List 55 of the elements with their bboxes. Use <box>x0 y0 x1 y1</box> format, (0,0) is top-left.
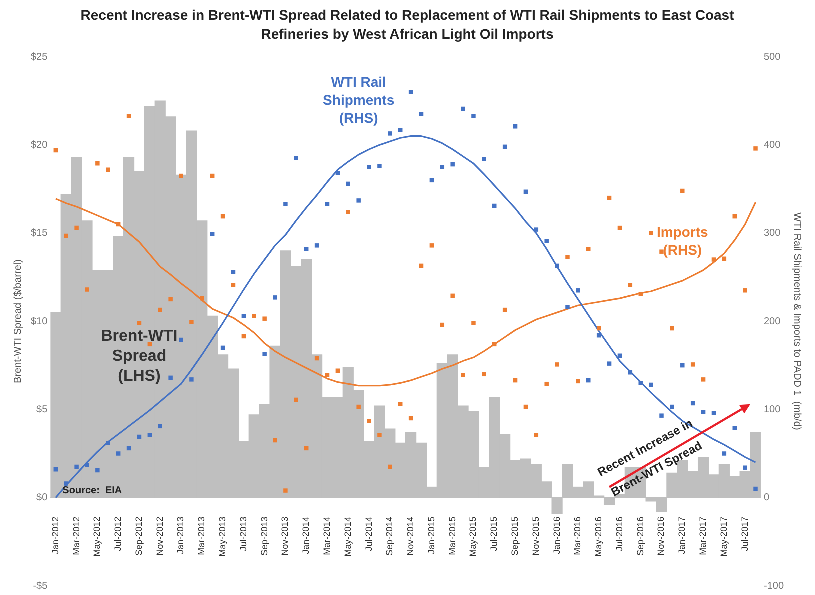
x-tick-label: May-2015 <box>468 516 478 557</box>
y-tick-label: $5 <box>36 404 48 416</box>
x-tick-label: Mar-2016 <box>572 516 583 556</box>
x-tick-label: May-2012 <box>92 516 102 557</box>
y-tick-label: -$5 <box>33 580 48 592</box>
series-label: Imports (RHS) <box>656 224 709 258</box>
series-label: WTI Rail Shipments (RHS) <box>323 74 395 126</box>
x-tick-label: Sep-2014 <box>384 516 395 556</box>
x-tick-label: May-2017 <box>718 516 729 557</box>
x-tick-label: May-2014 <box>342 516 353 557</box>
x-tick-label: Jul-2014 <box>364 516 374 552</box>
x-tick-label: Jul-2015 <box>489 516 500 552</box>
x-tick-label: Sep-2013 <box>259 516 270 556</box>
x-tick-label: Jul-2016 <box>614 516 624 552</box>
y-tick-label: $25 <box>30 52 48 63</box>
x-tick-label: Jul-2017 <box>740 516 750 552</box>
x-tick-label: Mar-2012 <box>71 516 82 556</box>
series-label: Brent-WTI Spread (LHS) <box>101 328 178 386</box>
x-tick-label: Sep-2015 <box>510 516 520 556</box>
y2-tick-label: -100 <box>764 580 784 592</box>
x-tick-label: Nov-2012 <box>154 516 165 556</box>
x-tick-label: Jan-2016 <box>552 516 562 554</box>
y2-tick-label: 400 <box>764 140 782 151</box>
y2-axis-title: WTI Rail Shipments & Imports to PADD 1 (mb/d) <box>791 212 802 430</box>
y2-tick-label: 300 <box>764 228 782 240</box>
x-tick-label: Mar-2017 <box>698 516 708 556</box>
x-tick-label: Jan-2015 <box>426 516 436 554</box>
y2-tick-label: 100 <box>764 404 782 416</box>
x-tick-label: Nov-2016 <box>656 516 666 556</box>
x-tick-label: Nov-2014 <box>406 516 416 556</box>
y-axis-title: Brent-WTI Spread ($/barrel) <box>12 260 24 384</box>
x-tick-label: Jan-2017 <box>677 516 688 554</box>
x-tick-label: Nov-2015 <box>530 516 541 556</box>
x-tick-label: Jul-2013 <box>238 516 248 552</box>
y-tick-label: $20 <box>30 140 48 151</box>
x-tick-label: Mar-2013 <box>196 516 207 556</box>
y2-tick-label: 500 <box>764 52 782 63</box>
x-tick-label: Jan-2013 <box>176 516 186 554</box>
x-tick-label: Mar-2015 <box>447 516 458 556</box>
y-tick-label: $0 <box>36 492 48 504</box>
x-tick-label: Sep-2016 <box>635 516 646 556</box>
x-tick-label: May-2013 <box>218 516 228 557</box>
x-tick-label: Nov-2013 <box>280 516 290 556</box>
y2-tick-label: 0 <box>764 492 770 504</box>
y-tick-label: $15 <box>30 228 48 240</box>
x-tick-label: May-2016 <box>594 516 604 557</box>
x-tick-label: Jan-2012 <box>50 516 60 554</box>
x-tick-label: Sep-2012 <box>134 516 144 556</box>
chart-title: Recent Increase in Brent-WTI Spread Related to Replacement of WTI Rail Shipments to East Coast Refineries by West African Light Oil Imports <box>80 6 735 44</box>
x-tick-label: Mar-2014 <box>322 516 332 556</box>
y-tick-label: $10 <box>30 316 48 328</box>
annotation: Source: EIA <box>62 486 122 497</box>
x-tick-label: Jul-2012 <box>113 516 124 552</box>
y2-tick-label: 200 <box>764 316 782 328</box>
x-tick-label: Jan-2014 <box>301 516 312 554</box>
